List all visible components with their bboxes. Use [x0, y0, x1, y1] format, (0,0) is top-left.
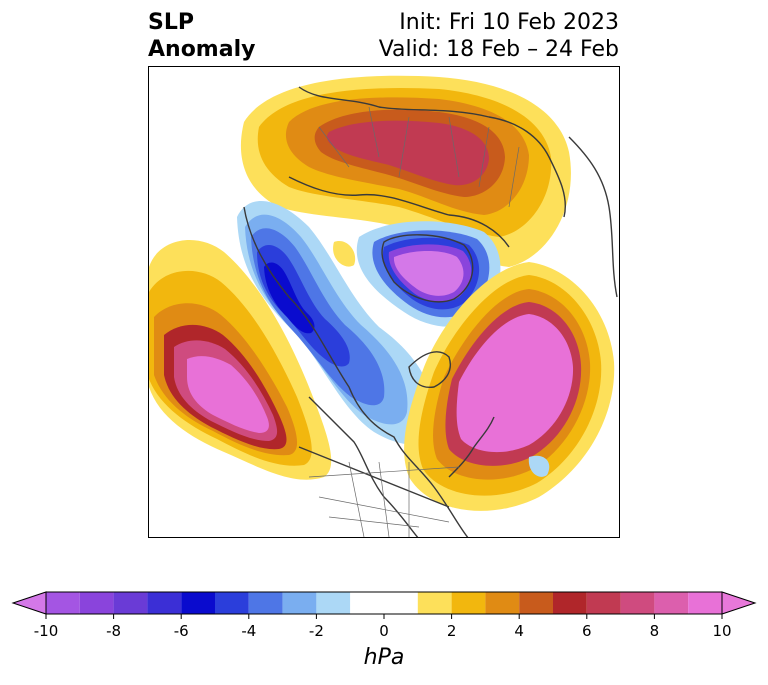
colorbar-bin [417, 592, 452, 614]
colorbar-bin [181, 592, 215, 614]
colorbar-tick-label: 0 [379, 622, 389, 640]
arctic-small-high [333, 241, 356, 267]
colorbar-bin [451, 592, 486, 614]
anomaly-map [149, 75, 618, 537]
colorbar-tick-label: 4 [514, 622, 524, 640]
alaska-canada-low-anomaly [237, 200, 435, 445]
colorbar-tick-label: 2 [447, 622, 457, 640]
atlantic-small-low [528, 455, 550, 477]
colorbar-extend-high [721, 591, 757, 615]
colorbar-tick-label: -2 [309, 622, 324, 640]
colorbar-bin [350, 592, 418, 614]
colorbar-tick-label: -10 [34, 622, 59, 640]
colorbar-tick-label: 6 [582, 622, 592, 640]
colorbar-bin [46, 592, 80, 614]
borders [308, 106, 520, 537]
colorbar-bin [113, 592, 148, 614]
colorbar-bin [215, 592, 249, 614]
colorbar-bin [248, 592, 283, 614]
valid-range-label: Valid: 18 Feb – 24 Feb [378, 37, 619, 62]
colorbar-bin [147, 592, 182, 614]
colorbar-tick-label: 8 [650, 622, 660, 640]
colorbar-ticks: -10 -8 -6 -4 -2 0 2 4 6 8 10 [34, 614, 732, 640]
colorbar-tick-label: -4 [241, 622, 256, 640]
europe-siberia-high-anomaly [240, 75, 571, 267]
colorbar-bin [688, 592, 722, 614]
colorbar-bin [620, 592, 655, 614]
colorbar: -10 -8 -6 -4 -2 0 2 4 6 8 10 [11, 591, 757, 640]
map-panel [148, 66, 620, 538]
colorbar-bin [519, 592, 553, 614]
title-variable-line1: SLP [148, 10, 194, 35]
map-title: SLP Anomaly [148, 9, 255, 63]
colorbar-tick-label: -6 [174, 622, 189, 640]
colorbar-bin [553, 592, 587, 614]
colorbar-tick-label: -8 [106, 622, 121, 640]
init-date-label: Init: Fri 10 Feb 2023 [399, 10, 619, 35]
colorbar-bin [79, 592, 114, 614]
north-atlantic-high-anomaly [404, 262, 615, 511]
map-dates: Init: Fri 10 Feb 2023 Valid: 18 Feb – 24… [379, 9, 619, 63]
colorbar-bin [654, 592, 689, 614]
title-variable-line2: Anomaly [148, 37, 256, 62]
colorbar-unit-label: hPa [363, 645, 405, 670]
colorbar-bin [282, 592, 317, 614]
coastlines [243, 86, 618, 537]
colorbar-tick-label: 10 [712, 622, 731, 640]
colorbar-bin [316, 592, 351, 614]
north-pacific-high-anomaly [149, 240, 332, 480]
colorbar-bin [485, 592, 520, 614]
colorbar-bins [46, 592, 722, 614]
colorbar-bin [586, 592, 621, 614]
colorbar-extend-low [11, 591, 47, 615]
